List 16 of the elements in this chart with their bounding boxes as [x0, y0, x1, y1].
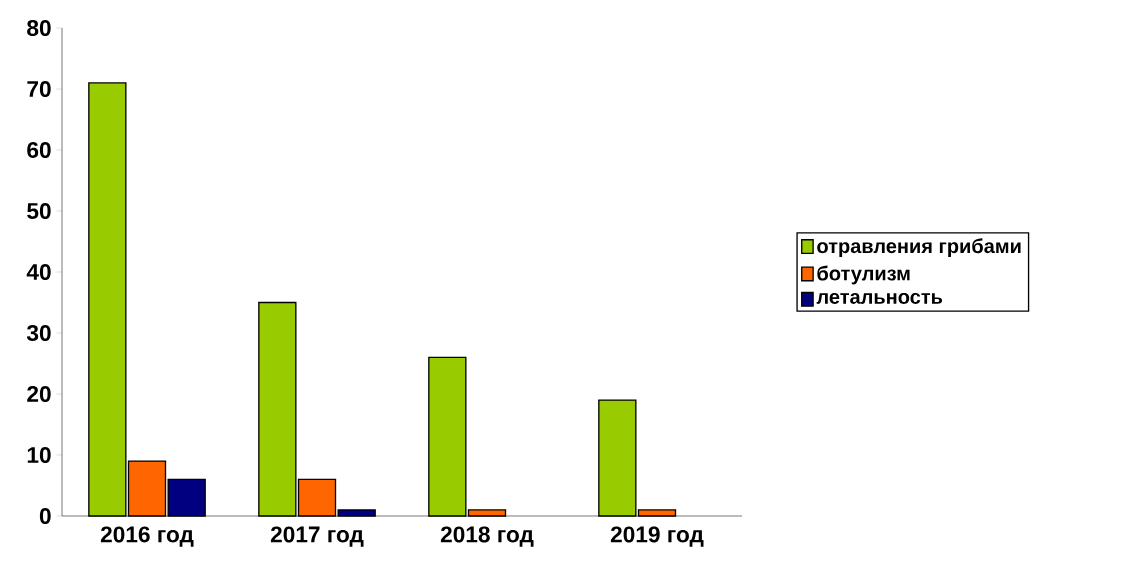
x-tick-label: 2017 год — [270, 526, 364, 547]
y-tick-label: 10 — [27, 446, 51, 464]
y-tick-label: 60 — [27, 141, 51, 159]
y-tick-label: 0 — [39, 507, 51, 525]
x-tick-label: 2016 год — [100, 526, 194, 547]
legend-label: летальность — [816, 292, 943, 304]
y-tick-label: 40 — [26, 263, 51, 281]
y-tick-label: 80 — [27, 19, 51, 37]
y-tick-label: 70 — [27, 80, 51, 98]
legend-label: отравления грибами — [817, 238, 1021, 258]
x-tick-label: 2018 год — [440, 526, 534, 547]
y-tick-label: 50 — [27, 202, 51, 220]
legend-label: ботулизм — [817, 265, 910, 285]
y-tick-label: 30 — [26, 324, 51, 342]
y-tick-label: 20 — [27, 385, 51, 403]
x-tick-label: 2019 год — [610, 526, 704, 547]
